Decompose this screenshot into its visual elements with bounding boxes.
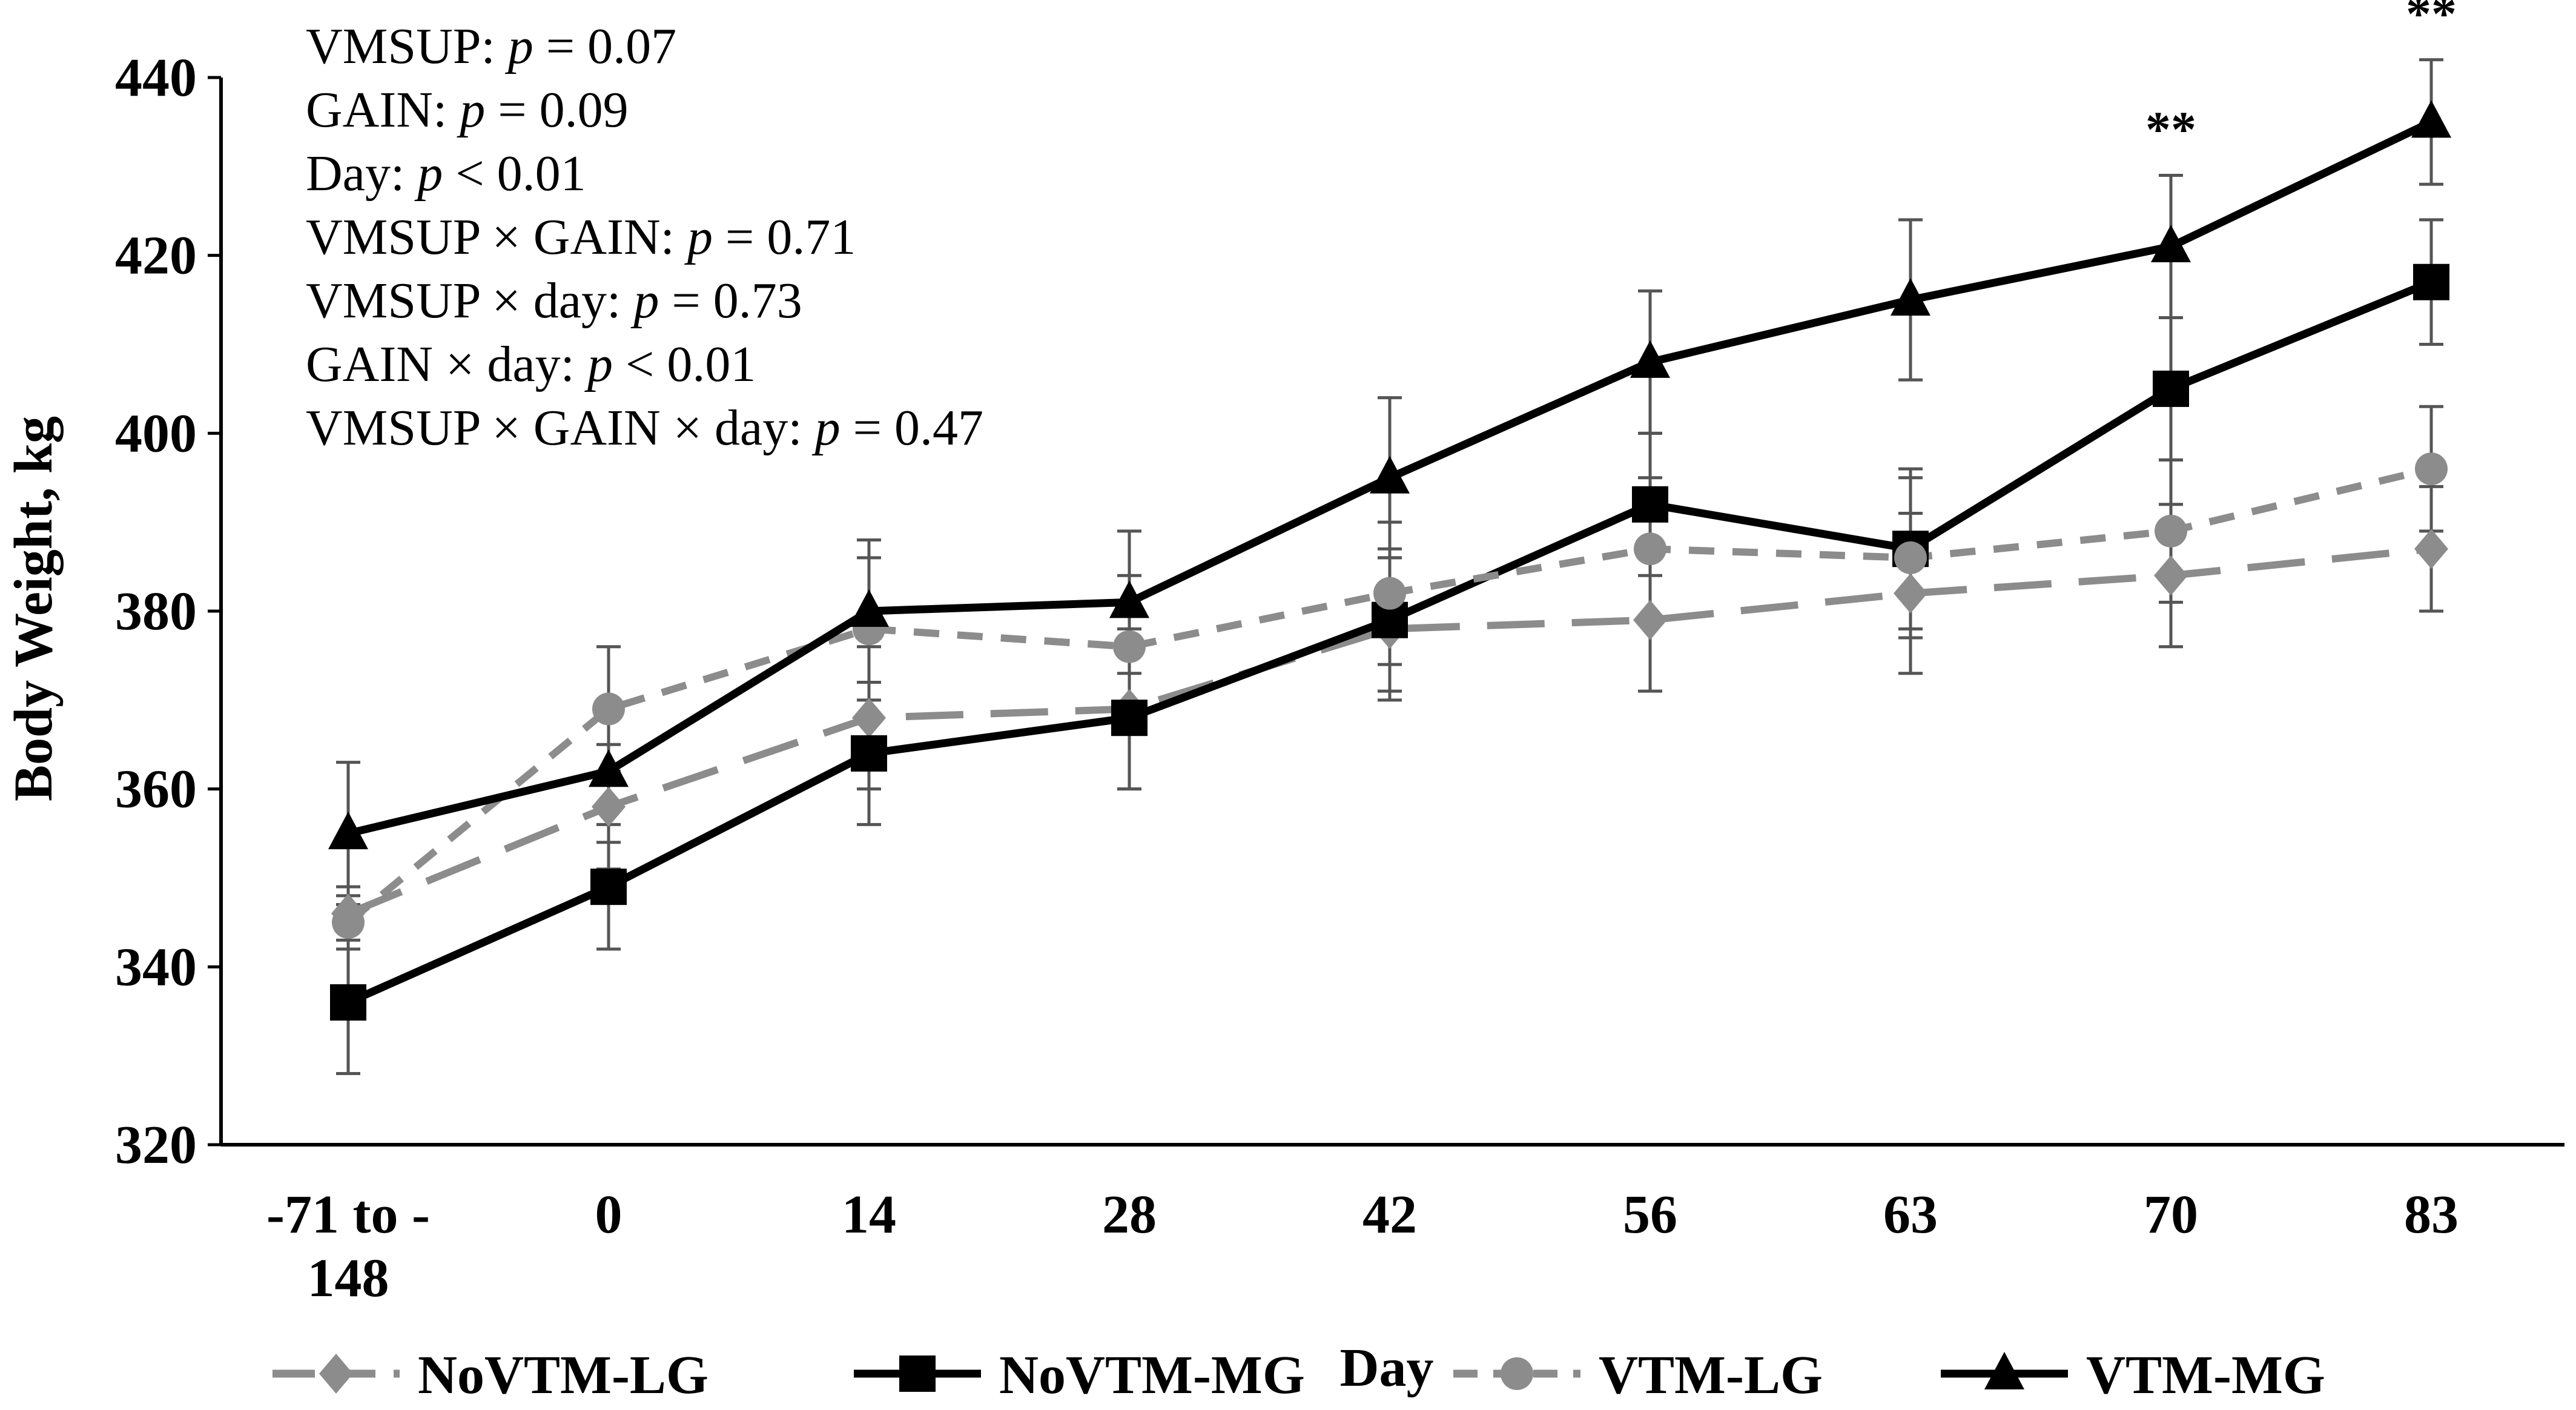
novtm-mg-point — [851, 735, 887, 772]
vtm-mg-point — [1630, 340, 1670, 378]
vtm-mg-point — [2151, 224, 2191, 262]
legend-label: NoVTM-MG — [999, 1345, 1305, 1405]
vtm-lg-point — [1113, 630, 1146, 663]
x-tick-label-line: 63 — [1883, 1185, 1938, 1245]
vtm-lg-point — [592, 692, 625, 726]
statistics-annotation: VMSUP: p = 0.07 GAIN: p = 0.09 Day: p < 0.… — [306, 18, 983, 456]
x-tick-label: 70 — [2144, 1185, 2198, 1245]
legend-label: NoVTM-LG — [418, 1345, 708, 1405]
x-tick-label: 56 — [1623, 1185, 1677, 1245]
stat-line: GAIN × day: p < 0.01 — [306, 336, 756, 392]
y-tick-label: 360 — [115, 760, 197, 819]
tick-labels: 320 340 360 380 400 420 440 -71 to -148 0 14 28 42 5… — [115, 48, 2459, 1308]
legend: NoVTM-LG NoVTM-MG VTM-LG VTM-MG — [272, 1345, 2325, 1405]
x-tick-label: 14 — [842, 1185, 896, 1245]
x-tick-label: 63 — [1883, 1185, 1938, 1245]
x-tick-label-line: 83 — [2404, 1185, 2459, 1245]
significance-label: ** — [2406, 0, 2457, 42]
legend-swatch-marker — [319, 1354, 353, 1394]
vtm-mg-point — [1370, 455, 1410, 494]
y-axis-title: Body Weight, kg — [4, 416, 64, 801]
stat-line: Day: p < 0.01 — [306, 145, 586, 202]
x-tick-label-line: 56 — [1623, 1185, 1677, 1245]
vtm-mg-point — [1891, 278, 1930, 316]
x-tick-label: 28 — [1102, 1185, 1157, 1245]
stat-line: VMSUP × GAIN × day: p = 0.47 — [306, 400, 983, 456]
stat-line: VMSUP × GAIN: p = 0.71 — [306, 209, 856, 265]
novtm-lg-point — [2414, 529, 2448, 569]
novtm-lg-point — [2154, 555, 2188, 596]
vtm-lg-point — [1894, 541, 1927, 574]
novtm-mg-point — [330, 984, 366, 1021]
legend-item-vtm-lg: VTM-LG — [1453, 1345, 1823, 1405]
legend-item-novtm-mg: NoVTM-MG — [854, 1345, 1305, 1405]
vtm-mg-point — [328, 812, 368, 850]
y-tick-label: 320 — [115, 1115, 197, 1175]
stat-line: GAIN: p = 0.09 — [306, 82, 629, 138]
legend-item-novtm-lg: NoVTM-LG — [272, 1345, 708, 1405]
legend-swatch-marker — [1984, 1352, 2024, 1389]
x-tick-label-line: 0 — [595, 1185, 623, 1245]
legend-label: VTM-MG — [2086, 1345, 2325, 1405]
novtm-mg-point — [1111, 700, 1148, 736]
x-tick-label: 42 — [1362, 1185, 1417, 1245]
novtm-lg-point — [592, 787, 626, 827]
x-tick-label: -71 to -148 — [266, 1185, 430, 1308]
legend-label: VTM-LG — [1599, 1345, 1823, 1405]
vtm-mg-point — [589, 749, 629, 787]
y-tick-label: 400 — [115, 403, 197, 463]
novtm-mg-point — [1632, 486, 1668, 523]
x-tick-label-line: 70 — [2144, 1185, 2198, 1245]
novtm-lg-point — [1894, 573, 1927, 614]
significance-marks: ** ** — [2145, 0, 2457, 158]
legend-item-vtm-mg: VTM-MG — [1941, 1345, 2325, 1405]
vtm-mg-point — [849, 589, 889, 627]
x-tick-label-line: 28 — [1102, 1185, 1157, 1245]
stat-line: VMSUP: p = 0.07 — [306, 18, 676, 74]
novtm-mg-point — [2413, 263, 2449, 300]
novtm-lg-point — [852, 698, 886, 738]
vtm-lg-point — [332, 905, 365, 939]
vtm-mg-point — [2411, 100, 2451, 138]
series-markers — [328, 100, 2451, 1021]
legend-swatch-marker — [899, 1355, 936, 1392]
y-tick-label: 340 — [115, 937, 197, 997]
vtm-lg-point — [2415, 452, 2448, 486]
x-tick-label-line: 148 — [308, 1248, 389, 1308]
x-tick-label-line: -71 to - — [266, 1185, 430, 1245]
x-axis-title: Day — [1340, 1338, 1434, 1398]
y-tick-label: 440 — [115, 48, 197, 108]
novtm-lg-point — [1633, 600, 1667, 640]
novtm-mg-point — [2153, 370, 2189, 407]
y-tick-label: 380 — [115, 581, 197, 641]
stat-line: VMSUP × day: p = 0.73 — [306, 273, 802, 329]
legend-swatch-marker — [1501, 1357, 1533, 1390]
x-tick-label-line: 42 — [1362, 1185, 1417, 1245]
vtm-lg-point — [2155, 514, 2187, 548]
novtm-lg-series-line — [346, 545, 2432, 917]
significance-label: ** — [2145, 102, 2196, 158]
x-tick-label: 83 — [2404, 1185, 2459, 1245]
vtm-mg-point — [1109, 580, 1149, 618]
vtm-lg-point — [1373, 577, 1406, 610]
y-tick-label: 420 — [115, 226, 197, 286]
x-tick-label: 0 — [595, 1185, 623, 1245]
x-tick-label-line: 14 — [842, 1185, 896, 1245]
vtm-lg-point — [1634, 532, 1666, 566]
novtm-mg-point — [590, 869, 627, 905]
